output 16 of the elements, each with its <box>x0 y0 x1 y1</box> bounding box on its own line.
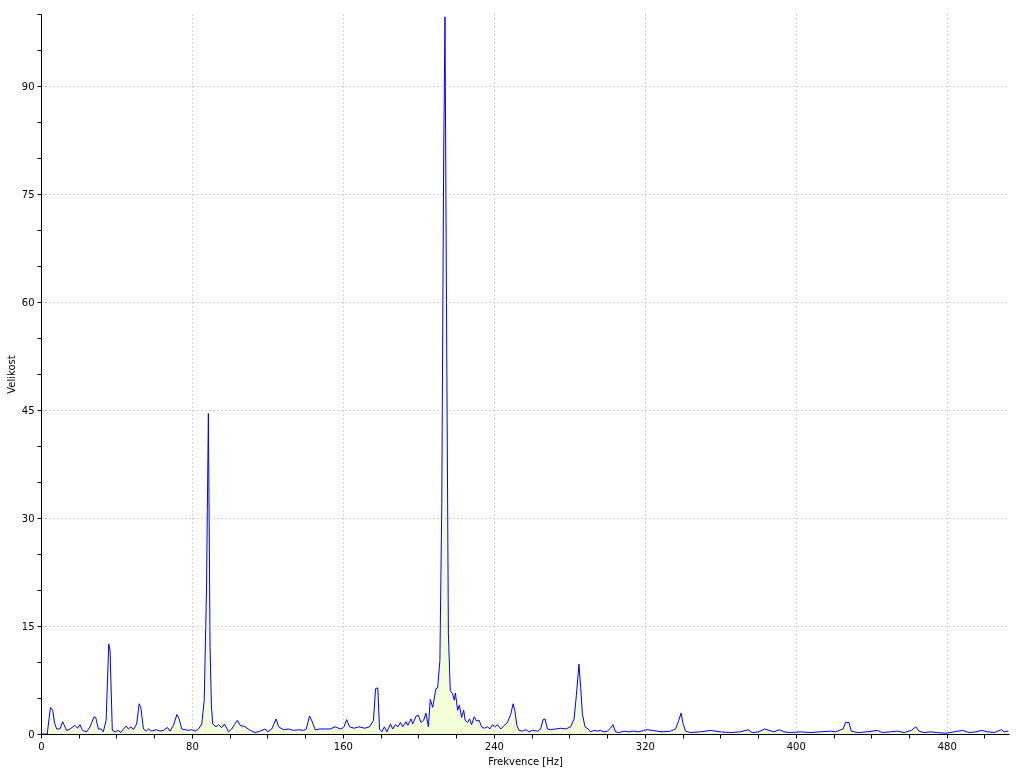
x-tick-label: 160 <box>333 740 353 752</box>
x-tick-label: 400 <box>786 740 806 752</box>
y-tick-label: 0 <box>28 728 35 740</box>
x-tick-label: 480 <box>937 740 957 752</box>
x-tick-label: 320 <box>635 740 655 752</box>
y-tick-label: 30 <box>21 512 35 524</box>
y-tick-label: 15 <box>21 620 35 632</box>
y-tick-label: 45 <box>21 404 35 416</box>
x-tick-label: 0 <box>38 740 45 752</box>
y-tick-label: 60 <box>21 296 35 308</box>
x-axis-title: Frekvence [Hz] <box>488 755 563 767</box>
y-tick-label: 90 <box>21 80 35 92</box>
x-tick-label: 240 <box>484 740 504 752</box>
y-axis-title: Velikost <box>5 355 17 394</box>
y-tick-label: 75 <box>21 188 35 200</box>
x-tick-label: 80 <box>186 740 199 752</box>
